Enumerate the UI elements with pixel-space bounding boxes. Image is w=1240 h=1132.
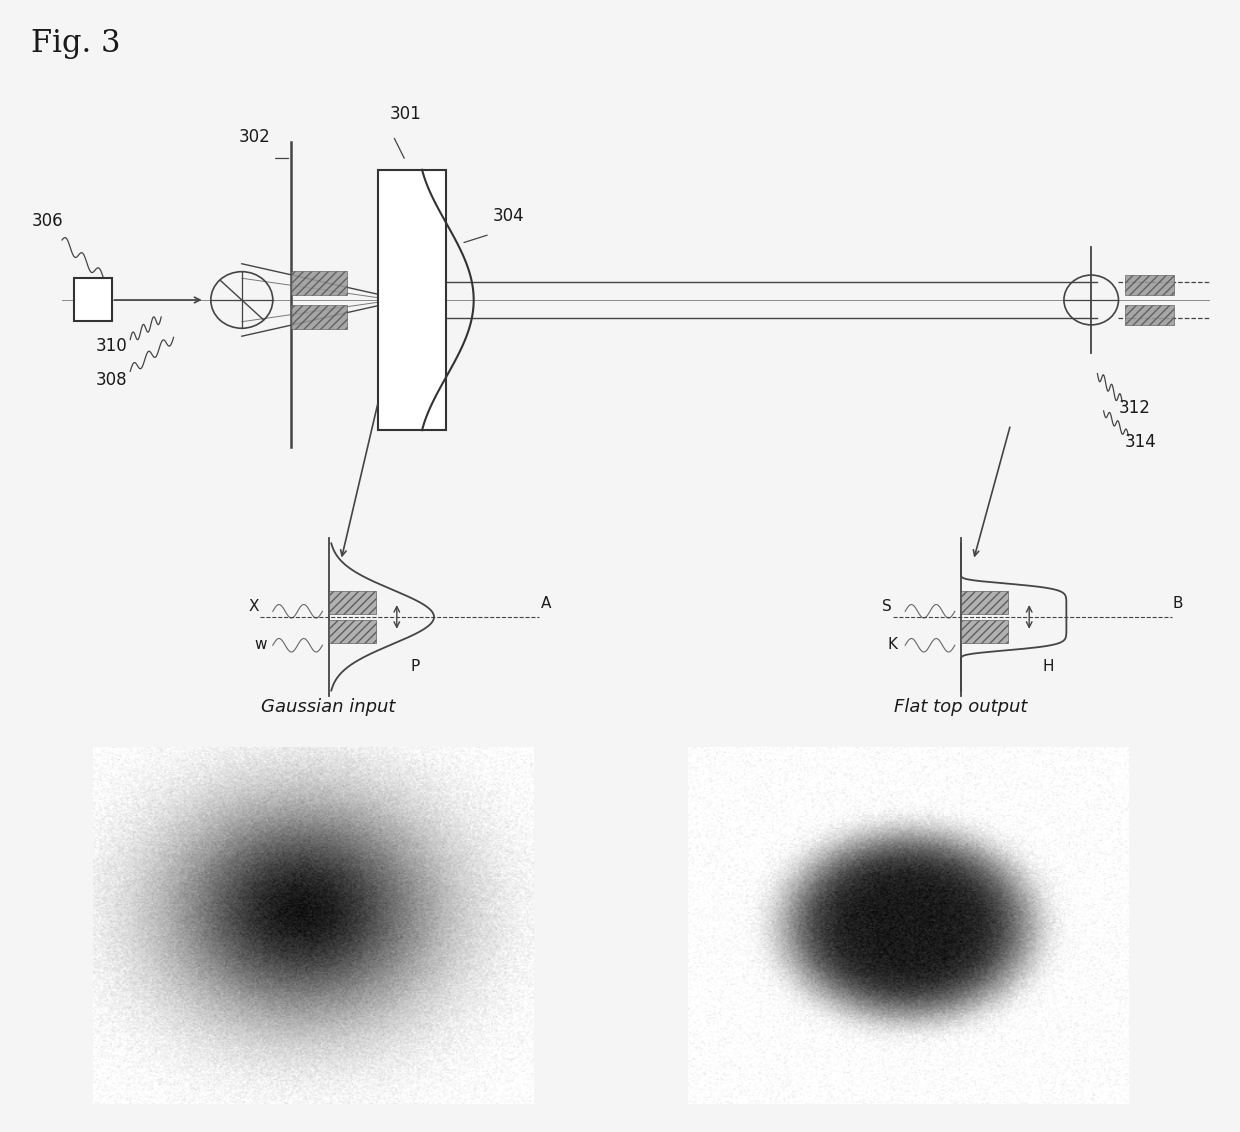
- Bar: [378, 170, 446, 430]
- Text: 302: 302: [238, 128, 270, 146]
- Text: H: H: [1042, 659, 1054, 675]
- Bar: [74, 278, 112, 321]
- Text: 312: 312: [1118, 400, 1151, 418]
- Bar: [291, 305, 347, 329]
- Text: 310: 310: [95, 337, 128, 355]
- Text: 304: 304: [492, 207, 525, 225]
- Bar: [1125, 305, 1174, 325]
- Text: B: B: [1173, 595, 1183, 611]
- Bar: [961, 620, 1008, 643]
- Text: S: S: [882, 599, 892, 615]
- Text: Gaussian input: Gaussian input: [262, 698, 396, 717]
- Text: X: X: [249, 599, 259, 615]
- Bar: [961, 591, 1008, 614]
- Text: 308: 308: [95, 371, 128, 389]
- Bar: [329, 591, 376, 614]
- Text: 306: 306: [31, 213, 63, 231]
- Text: A: A: [541, 595, 551, 611]
- Text: w: w: [254, 636, 267, 652]
- Bar: [291, 271, 347, 295]
- Text: Fig. 3: Fig. 3: [31, 28, 120, 59]
- Text: P: P: [410, 659, 420, 675]
- Text: K: K: [888, 636, 898, 652]
- Bar: [1125, 275, 1174, 295]
- Text: Flat top output: Flat top output: [894, 698, 1028, 717]
- Text: 301: 301: [389, 105, 422, 123]
- Text: 314: 314: [1125, 434, 1157, 452]
- Bar: [329, 620, 376, 643]
